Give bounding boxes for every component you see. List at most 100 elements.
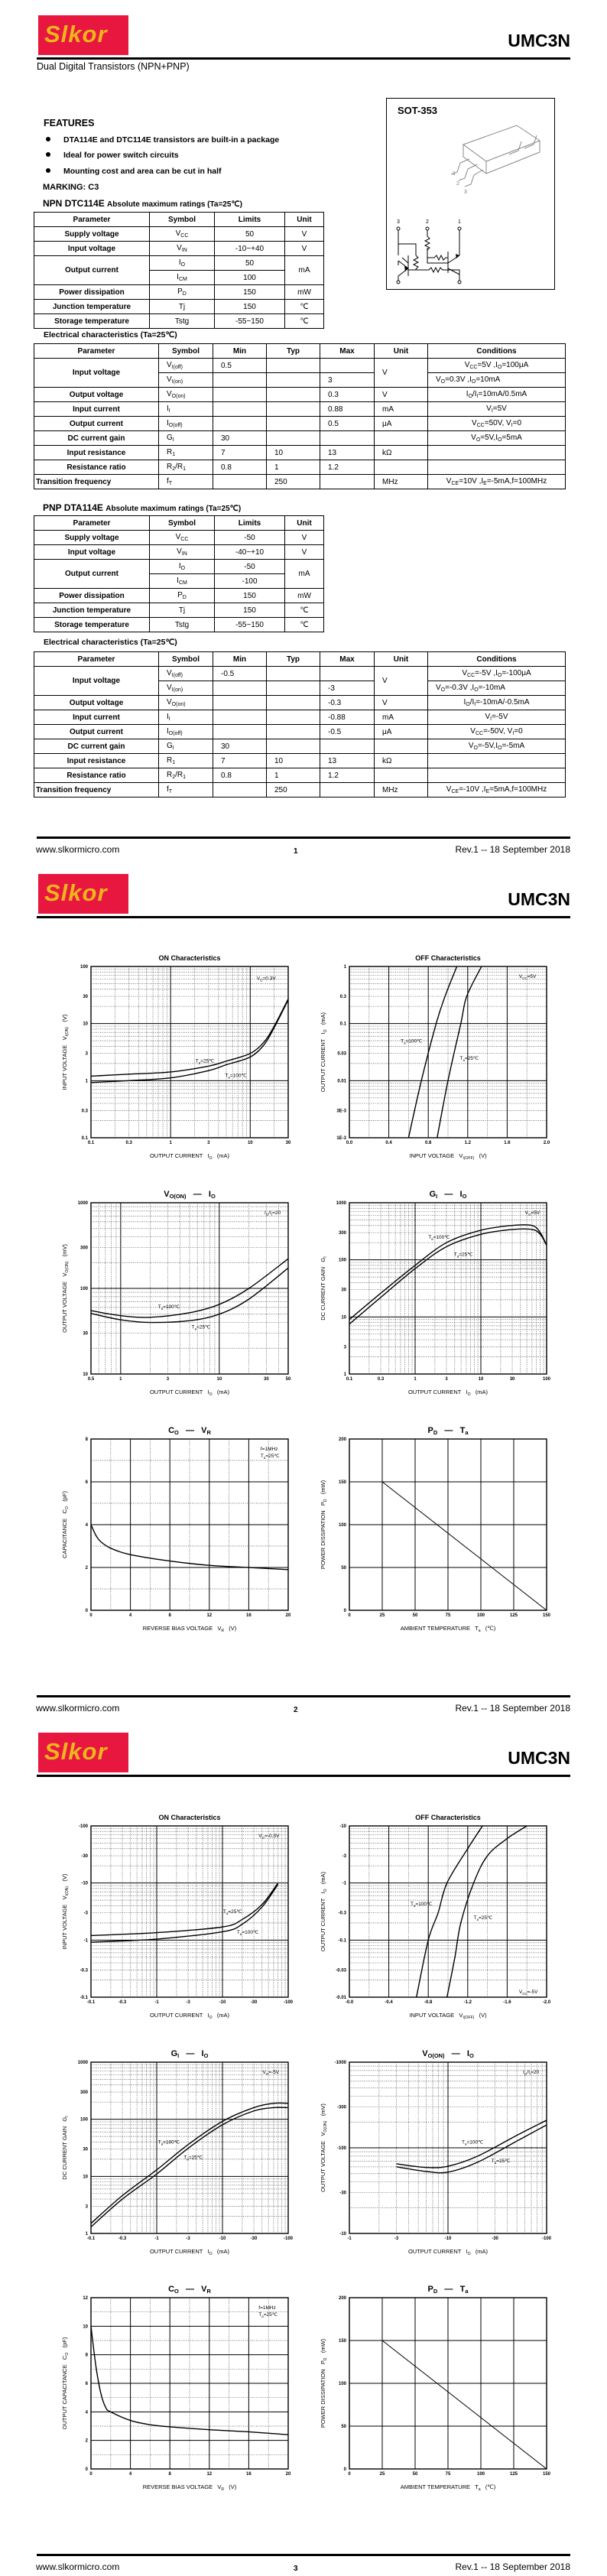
- npn-abs-title: Absolute maximum ratings (Ta=25℃): [107, 200, 242, 209]
- table-cell: [266, 695, 320, 710]
- table-cell: [374, 739, 428, 754]
- chart-title: OFF Characteristics: [415, 954, 481, 962]
- table-cell: kΩ: [374, 753, 428, 768]
- table-cell: [213, 695, 267, 710]
- table-header-row: Parameter Symbol Limits Unit: [34, 212, 324, 227]
- column-header: Unit: [374, 651, 428, 667]
- table-cell: [427, 753, 566, 768]
- table-cell: [374, 430, 428, 446]
- table-cell: [213, 387, 267, 402]
- table-cell: Power dissipation: [34, 588, 150, 603]
- series-group: [396, 2120, 547, 2174]
- table-cell: [374, 460, 428, 475]
- document-subtitle: Dual Digital Transistors (NPN+PNP): [37, 61, 190, 72]
- x-tick-label: 100: [477, 1613, 485, 1618]
- plot-frame: [90, 966, 289, 1139]
- table-cell: R2/R1: [158, 768, 213, 783]
- grid: [91, 1826, 288, 1997]
- plot-area: -0.0 -0.4 -0.8 -1.2 -1.6 -2.0 -0.01 -0.03 -0.1 -0…: [320, 1814, 551, 2020]
- plot-frame: [349, 1202, 547, 1375]
- x-axis-label: INPUT VOLTAGE VI(OFF) (V): [409, 1152, 487, 1161]
- feature-text: DTA114E and DTC114E transistors are buil…: [63, 135, 280, 145]
- y-tick-label: 100: [339, 1259, 347, 1263]
- y-tick-label: -10: [81, 1882, 88, 1886]
- page-number: 2: [294, 1706, 298, 1714]
- x-tick-label: 30: [286, 1141, 291, 1145]
- x-tick-label: 3: [207, 1141, 210, 1145]
- table-row: Input voltage VI(off) -0.5 V VCC=-5V ,IO=-10…: [34, 666, 566, 696]
- table-cell: 0.88: [320, 401, 375, 417]
- series-line: [91, 999, 288, 1077]
- table-cell: Input voltage: [34, 666, 159, 696]
- series-line: [91, 2107, 288, 2228]
- grid: [91, 2062, 288, 2233]
- pnp-part: PNP DTA114E: [43, 502, 103, 513]
- table-cell: Resistance ratio: [34, 460, 159, 475]
- brand-logo-text: Slkor: [44, 1738, 108, 1765]
- table-cell: [266, 681, 320, 696]
- table-cell: [320, 666, 375, 681]
- x-tick-label: -30: [251, 2000, 258, 2005]
- brand-logo: Slkor: [38, 15, 128, 55]
- y-axis-label: OUTPUT CAPACITANCE CO (pF): [61, 2337, 70, 2429]
- table-cell: -55~150: [214, 313, 285, 329]
- x-tick-label: 10: [479, 1377, 484, 1382]
- x-axis-label: AMBIENT TEMPERATURE Ta (℃): [401, 2483, 496, 2492]
- table-cell: -10~+40: [214, 241, 285, 256]
- series-label: Ta=100℃: [401, 1039, 423, 1045]
- plot-area: 0 4 8 12 16 20 0 2 4 6 8 10 12 CO — VR REVERSE BIAS VO…: [61, 2285, 291, 2492]
- table-cell: 10: [266, 753, 320, 768]
- x-tick-label: 0.4: [385, 1141, 392, 1145]
- table-cell: [427, 460, 566, 475]
- table-cell: VCC=-5V ,IO=-100μA: [427, 666, 566, 681]
- y-tick-label: -0.1: [80, 1996, 89, 2000]
- table-cell: [320, 474, 375, 489]
- table-cell: [213, 710, 267, 725]
- table-cell: 250: [266, 782, 320, 797]
- series-label: Ta=25℃: [192, 1325, 211, 1331]
- y-tick-label: -30: [339, 2191, 346, 2196]
- y-tick-label: 150: [339, 2339, 347, 2344]
- table-cell: PD: [149, 588, 215, 603]
- table-cell: mW: [284, 588, 324, 603]
- plot-frame: [90, 1202, 289, 1375]
- y-tick-label: 300: [80, 2090, 89, 2095]
- circuit-pin-label: 3: [397, 219, 400, 225]
- table-row: Output voltage VO(on) -0.3 V IO/II=-10mA/-0.…: [34, 695, 566, 710]
- table-cell: [213, 782, 267, 797]
- arrow-icon: [404, 266, 408, 271]
- chart-title: PD — Ta: [428, 2285, 469, 2295]
- x-tick-label: -10: [445, 2237, 452, 2241]
- circuit-pin-label: 1: [458, 219, 461, 225]
- pnp-elec-title: Electrical characteristics (Ta=25℃): [44, 638, 177, 647]
- grid: [349, 966, 547, 1138]
- table-cell: V: [284, 241, 324, 256]
- x-tick-label: -0.3: [118, 2000, 127, 2005]
- y-axis-label: DC CURRENT GAIN GI: [61, 2116, 70, 2179]
- footer-divider: [37, 1695, 570, 1697]
- x-tick-label: 100: [543, 1377, 551, 1382]
- table-cell: 3: [320, 372, 375, 388]
- y-tick-label: 50: [341, 2425, 346, 2429]
- x-tick-label: 25: [380, 1613, 385, 1618]
- table-cell: VCC=-50V, VI=0: [427, 724, 566, 739]
- column-header: Symbol: [149, 212, 215, 227]
- x-tick-label: -0.1: [87, 2237, 96, 2241]
- y-axis-label: INPUT VOLTAGE VI(ON) (V): [61, 1873, 70, 1949]
- x-tick-label: -30: [251, 2237, 258, 2241]
- series-group: [91, 1524, 288, 1571]
- plot-frame: [349, 1825, 547, 1998]
- chart-3: 0.5 1 3 10 30 50 10 30 100 300 1000 VO(ON) — IO OUTP…: [61, 1190, 291, 1397]
- column-header: Unit: [284, 212, 324, 227]
- y-tick-label: 300: [339, 1231, 347, 1236]
- chart-title: GI — IO: [171, 2049, 209, 2059]
- table-cell: [266, 387, 320, 402]
- y-tick-label: -0.3: [339, 1912, 347, 1916]
- chart-title: ON Characteristics: [158, 1814, 220, 1821]
- column-header: Max: [320, 651, 375, 667]
- y-tick-label: 0: [86, 2467, 89, 2472]
- plot-frame: [90, 1825, 289, 1998]
- series-line: [91, 1267, 288, 1324]
- table-cell: Output current: [34, 416, 159, 431]
- table-row: Junction temperature Tj 150 ℃: [34, 299, 324, 314]
